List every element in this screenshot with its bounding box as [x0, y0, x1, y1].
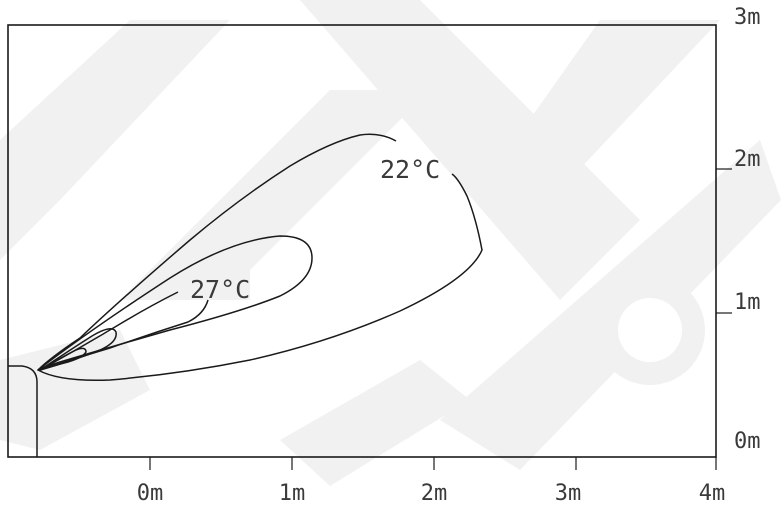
x-tick-label-4m: 4m	[699, 481, 726, 506]
watermark	[0, 0, 781, 486]
x-tick-label-0m: 0m	[137, 481, 164, 506]
y-tick-label-2m: 2m	[734, 147, 761, 172]
contour-label-27c: 27°C	[190, 275, 250, 304]
contour-innermost	[39, 347, 87, 371]
contour-label-22c: 22°C	[380, 155, 440, 184]
plot-frame	[7, 24, 717, 458]
y-axis: 0m 1m 2m 3m	[716, 5, 761, 454]
x-tick-label-2m: 2m	[421, 481, 448, 506]
y-tick-label-1m: 1m	[734, 290, 761, 315]
heat-source-outline	[8, 365, 38, 457]
contour-22c	[37, 133, 483, 382]
x-tick-label-3m: 3m	[555, 481, 582, 506]
y-tick-label-0m: 0m	[734, 429, 761, 454]
y-tick-label-3m: 3m	[734, 5, 761, 30]
x-axis: 0m 1m 2m 3m 4m	[137, 457, 726, 506]
contour-inner	[39, 328, 117, 371]
x-tick-label-1m: 1m	[279, 481, 306, 506]
